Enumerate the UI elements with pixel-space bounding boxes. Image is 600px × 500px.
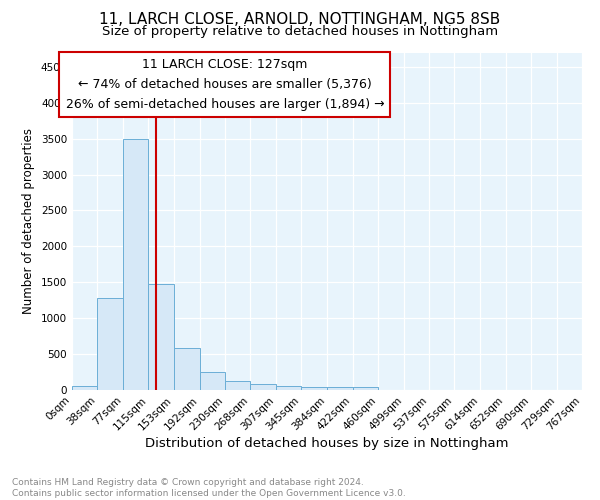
Bar <box>276 386 301 390</box>
Text: Size of property relative to detached houses in Nottingham: Size of property relative to detached ho… <box>102 25 498 38</box>
Bar <box>328 387 353 390</box>
Bar <box>174 348 200 390</box>
Y-axis label: Number of detached properties: Number of detached properties <box>22 128 35 314</box>
Bar <box>353 387 378 390</box>
Bar <box>148 284 174 390</box>
Bar <box>97 298 123 390</box>
Text: 11, LARCH CLOSE, ARNOLD, NOTTINGHAM, NG5 8SB: 11, LARCH CLOSE, ARNOLD, NOTTINGHAM, NG5… <box>100 12 500 28</box>
Text: 11 LARCH CLOSE: 127sqm
← 74% of detached houses are smaller (5,376)
26% of semi-: 11 LARCH CLOSE: 127sqm ← 74% of detached… <box>65 58 384 111</box>
Bar <box>123 138 148 390</box>
Bar <box>200 372 225 390</box>
Bar <box>72 386 97 390</box>
Bar <box>301 387 328 390</box>
Bar <box>225 380 250 390</box>
Bar <box>250 384 276 390</box>
X-axis label: Distribution of detached houses by size in Nottingham: Distribution of detached houses by size … <box>145 438 509 450</box>
Text: Contains HM Land Registry data © Crown copyright and database right 2024.
Contai: Contains HM Land Registry data © Crown c… <box>12 478 406 498</box>
